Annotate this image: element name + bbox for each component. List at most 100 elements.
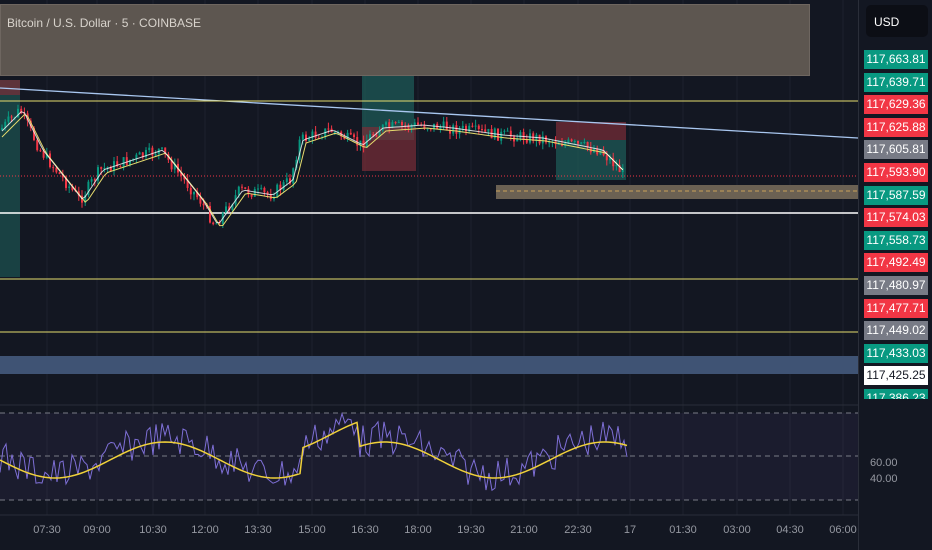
candle	[461, 125, 464, 129]
candle	[452, 125, 455, 134]
candle	[525, 139, 528, 143]
candle	[61, 173, 64, 178]
candle	[183, 176, 186, 180]
candle	[42, 151, 45, 158]
candle	[397, 121, 400, 123]
currency-button[interactable]: USD	[866, 5, 928, 37]
candle	[65, 177, 67, 188]
candle	[257, 188, 259, 190]
candle	[49, 153, 51, 168]
candle	[282, 182, 285, 190]
candle	[605, 155, 608, 161]
price-label: 117,605.81	[864, 140, 928, 160]
candle	[548, 142, 551, 144]
candle	[58, 172, 61, 174]
candle	[471, 125, 474, 127]
candle	[413, 122, 416, 126]
candle	[401, 121, 403, 126]
candle	[52, 167, 55, 169]
time-label: 21:00	[510, 524, 538, 536]
price-label: 117,558.73	[864, 230, 928, 250]
candle	[122, 157, 125, 168]
candle	[551, 141, 554, 143]
candle	[343, 136, 346, 140]
time-label: 18:00	[404, 524, 432, 536]
time-label: 16:30	[351, 524, 379, 536]
candle	[298, 139, 301, 160]
candle	[231, 204, 234, 211]
symbol-title[interactable]: Bitcoin / U.S. Dollar · 5 · COINBASE	[7, 16, 202, 30]
candle	[557, 143, 560, 145]
candle	[141, 152, 144, 158]
candle	[439, 127, 442, 130]
candle	[349, 132, 352, 135]
candle	[87, 181, 90, 196]
candle	[180, 172, 183, 177]
price-label: 117,625.88	[864, 117, 928, 137]
candle	[250, 194, 253, 197]
candle	[154, 154, 157, 156]
candle	[10, 116, 13, 118]
price-axis[interactable]	[858, 0, 932, 550]
candle	[244, 187, 247, 189]
candle	[189, 187, 192, 195]
candle	[583, 142, 586, 144]
rsi-axis-label: 60.00	[870, 457, 898, 469]
time-label: 01:30	[669, 524, 697, 536]
price-label: 117,593.90	[864, 163, 928, 182]
candle	[570, 139, 573, 142]
candle	[612, 158, 615, 167]
candle	[484, 129, 487, 132]
time-label: 15:00	[298, 524, 326, 536]
candle	[385, 122, 387, 125]
candle	[586, 142, 589, 148]
candle	[289, 178, 291, 184]
candle	[407, 125, 410, 128]
candle	[164, 147, 167, 155]
candle	[170, 159, 173, 170]
candle	[253, 189, 256, 197]
candle	[266, 192, 269, 195]
candle	[106, 167, 109, 169]
candle	[218, 223, 221, 225]
candle	[260, 187, 263, 189]
candle	[561, 143, 563, 146]
candle	[410, 125, 413, 128]
price-label: 117,663.81	[864, 50, 928, 69]
candle	[193, 191, 195, 195]
candle	[541, 136, 544, 144]
candle	[519, 132, 522, 139]
candle	[442, 121, 445, 128]
candle	[4, 121, 7, 128]
candle	[417, 122, 419, 125]
candle	[465, 125, 467, 132]
candle	[225, 206, 227, 213]
time-label: 13:30	[244, 524, 272, 536]
candle	[500, 131, 503, 141]
price-chart[interactable]	[0, 0, 858, 550]
candle	[100, 167, 103, 169]
price-label: 117,574.03	[864, 208, 928, 228]
candle	[39, 150, 42, 152]
candle	[45, 153, 48, 158]
candle	[151, 147, 154, 156]
time-label: 22:30	[564, 524, 592, 536]
candle	[125, 157, 128, 166]
candle	[241, 186, 243, 188]
candle	[202, 203, 205, 206]
candle	[276, 184, 279, 198]
candle	[391, 122, 394, 128]
candle	[237, 186, 240, 196]
candle	[97, 167, 99, 181]
rsi-axis-label: 40.00	[870, 473, 898, 485]
candle	[116, 161, 119, 167]
price-label: 117,587.59	[864, 185, 928, 205]
candle	[199, 197, 202, 204]
candle	[567, 139, 570, 143]
candle	[429, 128, 432, 130]
candle	[68, 186, 71, 188]
candle	[404, 125, 407, 127]
candle	[503, 130, 506, 132]
time-label: 17	[623, 524, 637, 536]
candle	[84, 195, 87, 203]
